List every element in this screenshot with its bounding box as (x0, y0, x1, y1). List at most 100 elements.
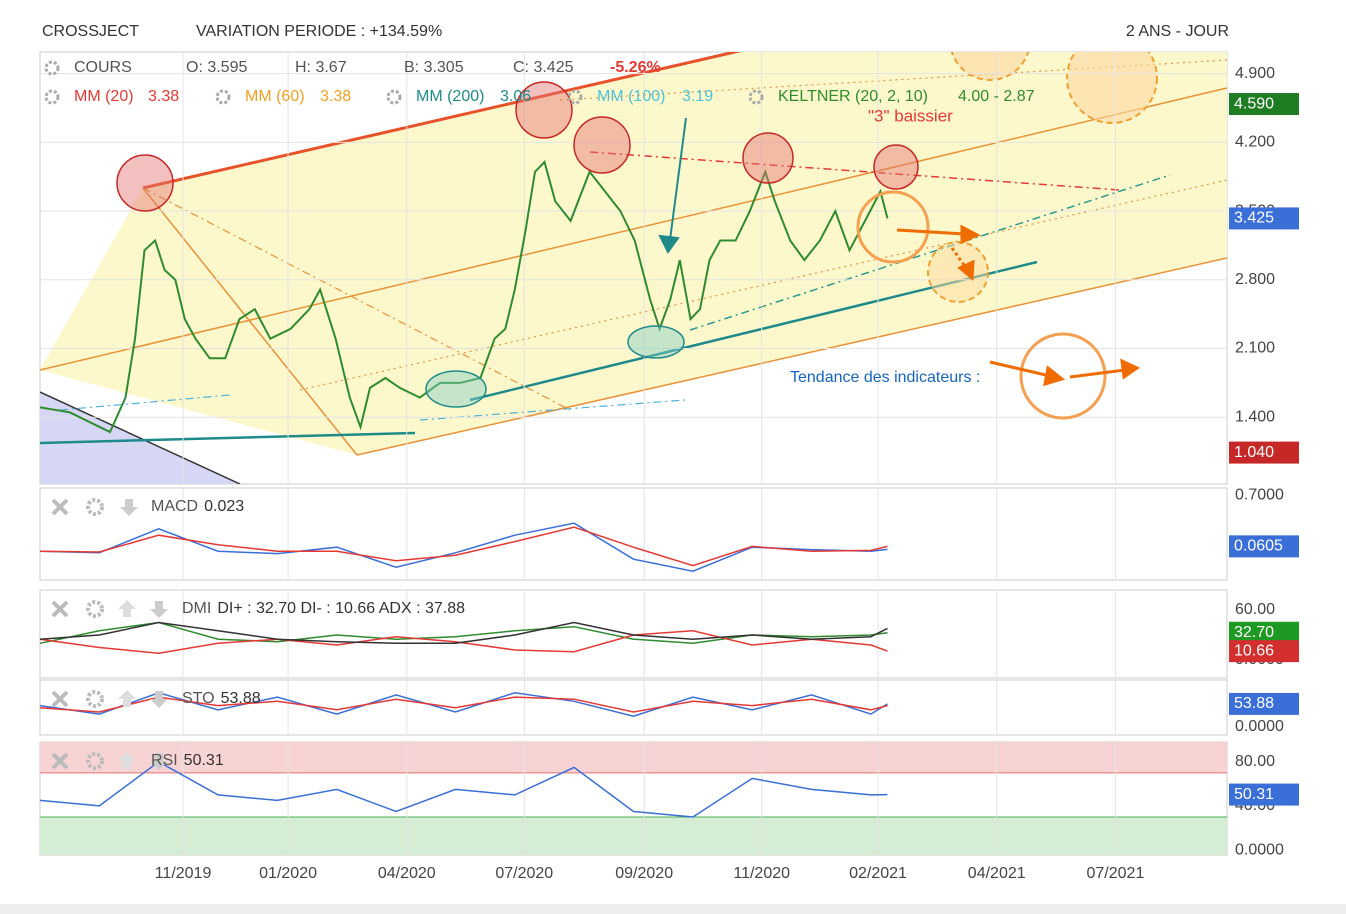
panel-layer (39, 742, 1227, 855)
ohlc: C: 3.425 (513, 59, 574, 76)
up-icon[interactable] (118, 752, 136, 769)
down-icon[interactable] (150, 753, 168, 770)
channel-fill (40, 52, 1227, 455)
gear-icon[interactable] (44, 89, 60, 105)
variation: VARIATION PERIODE : +134.59% (196, 23, 442, 40)
price-tag (1229, 441, 1299, 464)
x-tick-label: 09/2020 (615, 865, 673, 882)
target-circle (950, 52, 1030, 81)
series-line (39, 526, 888, 567)
panel-layer (39, 590, 1116, 678)
gear-icon[interactable] (748, 89, 764, 105)
y-tick-label: 1.400 (1235, 408, 1275, 425)
series-line (40, 160, 889, 434)
y-tick-label: 2.800 (1235, 271, 1275, 288)
y-tick-label: 80.00 (1235, 753, 1275, 770)
x-tick-label: 11/2019 (155, 865, 212, 882)
price-tag (1229, 207, 1299, 230)
instrument: CROSSJECT (42, 23, 139, 40)
y-tick-label: 4.900 (1235, 65, 1275, 82)
indicator-name: MM (60) (245, 88, 305, 105)
y-tick-label: 0.7000 (1235, 486, 1284, 503)
footer-strip (0, 904, 1346, 914)
trend-line (689, 174, 1171, 331)
top-circle (573, 116, 631, 174)
series-layer (40, 160, 889, 434)
top-circle (873, 144, 919, 190)
panel-value: 50.31 (184, 752, 224, 769)
indicator-value: 3.19 (682, 88, 713, 105)
annotation: Tendance des indicateurs : (790, 369, 980, 386)
series-line (39, 621, 888, 645)
indicator-value: 3.38 (148, 88, 179, 105)
indicator-value: 3.38 (320, 88, 351, 105)
close-icon[interactable] (51, 752, 69, 770)
x-tick-label: 07/2021 (1087, 865, 1145, 882)
panel-title: DMI (182, 600, 211, 617)
panel-icons (51, 690, 168, 708)
gear-icon[interactable] (215, 89, 231, 105)
price-tag (1229, 535, 1299, 558)
annotation: "3" baissier (868, 106, 953, 125)
x-tick-label: 07/2020 (495, 865, 553, 882)
arrows (896, 224, 1141, 387)
target-circle (1066, 52, 1158, 124)
price-tag (1229, 783, 1299, 806)
down-icon[interactable] (150, 601, 168, 618)
price-tag-label: 50.31 (1234, 786, 1274, 803)
close-icon[interactable] (51, 600, 69, 618)
down-icon[interactable] (150, 691, 168, 708)
panel-value: 0.023 (204, 498, 244, 515)
price-tag-label: 53.88 (1234, 695, 1274, 712)
ohlc: B: 3.305 (404, 59, 464, 76)
price-tag-label: 1.040 (1234, 444, 1274, 461)
gear-icon[interactable] (86, 600, 104, 618)
gear-icon[interactable] (86, 498, 104, 516)
panel-title: STO (182, 690, 215, 707)
panel-icons (51, 752, 168, 770)
price-tag-label: 10.66 (1234, 642, 1274, 659)
signal-circle (927, 241, 989, 303)
trend-line (142, 187, 571, 411)
up-icon[interactable] (118, 690, 136, 707)
close-icon[interactable] (51, 498, 69, 516)
price-tag (1229, 640, 1299, 663)
gear-icon[interactable] (567, 89, 583, 105)
macd-panel (39, 487, 1228, 581)
drawings (40, 52, 1227, 484)
indicator-value: 3.06 (500, 88, 531, 105)
panel-icons (51, 498, 138, 516)
period: 2 ANS - JOUR (1126, 23, 1229, 40)
oversold-band (40, 816, 1227, 855)
support-ellipse (425, 370, 487, 408)
series-label: COURS (74, 59, 132, 76)
y-tick-label: 60.00 (1235, 601, 1275, 618)
gear-icon[interactable] (86, 690, 104, 708)
panel-value: 53.88 (221, 690, 261, 707)
price-tag (1229, 621, 1299, 644)
top-circle (515, 81, 573, 139)
signal-circle (856, 190, 930, 264)
gear-icon[interactable] (44, 60, 60, 76)
trend-line (59, 394, 231, 411)
down-icon[interactable] (120, 499, 138, 516)
price-tag-label: 4.590 (1234, 95, 1274, 112)
sto-panel (39, 679, 1228, 736)
price-tag (1229, 692, 1299, 715)
gear-icon[interactable] (386, 89, 402, 105)
trend-line (419, 399, 686, 421)
price-tag-label: 32.70 (1234, 624, 1274, 641)
indicator-name: MM (100) (597, 88, 665, 105)
trend-line (142, 187, 358, 456)
x-tick-label: 04/2021 (968, 865, 1026, 882)
close-icon[interactable] (51, 690, 69, 708)
gear-icon[interactable] (86, 752, 104, 770)
signal-circle (1019, 332, 1107, 420)
teal-arrow (658, 117, 687, 254)
panels (39, 51, 1228, 856)
panel-layer (39, 680, 1116, 735)
indicator-name: MM (20) (74, 88, 134, 105)
trend-line (40, 431, 416, 445)
up-icon[interactable] (118, 600, 136, 617)
